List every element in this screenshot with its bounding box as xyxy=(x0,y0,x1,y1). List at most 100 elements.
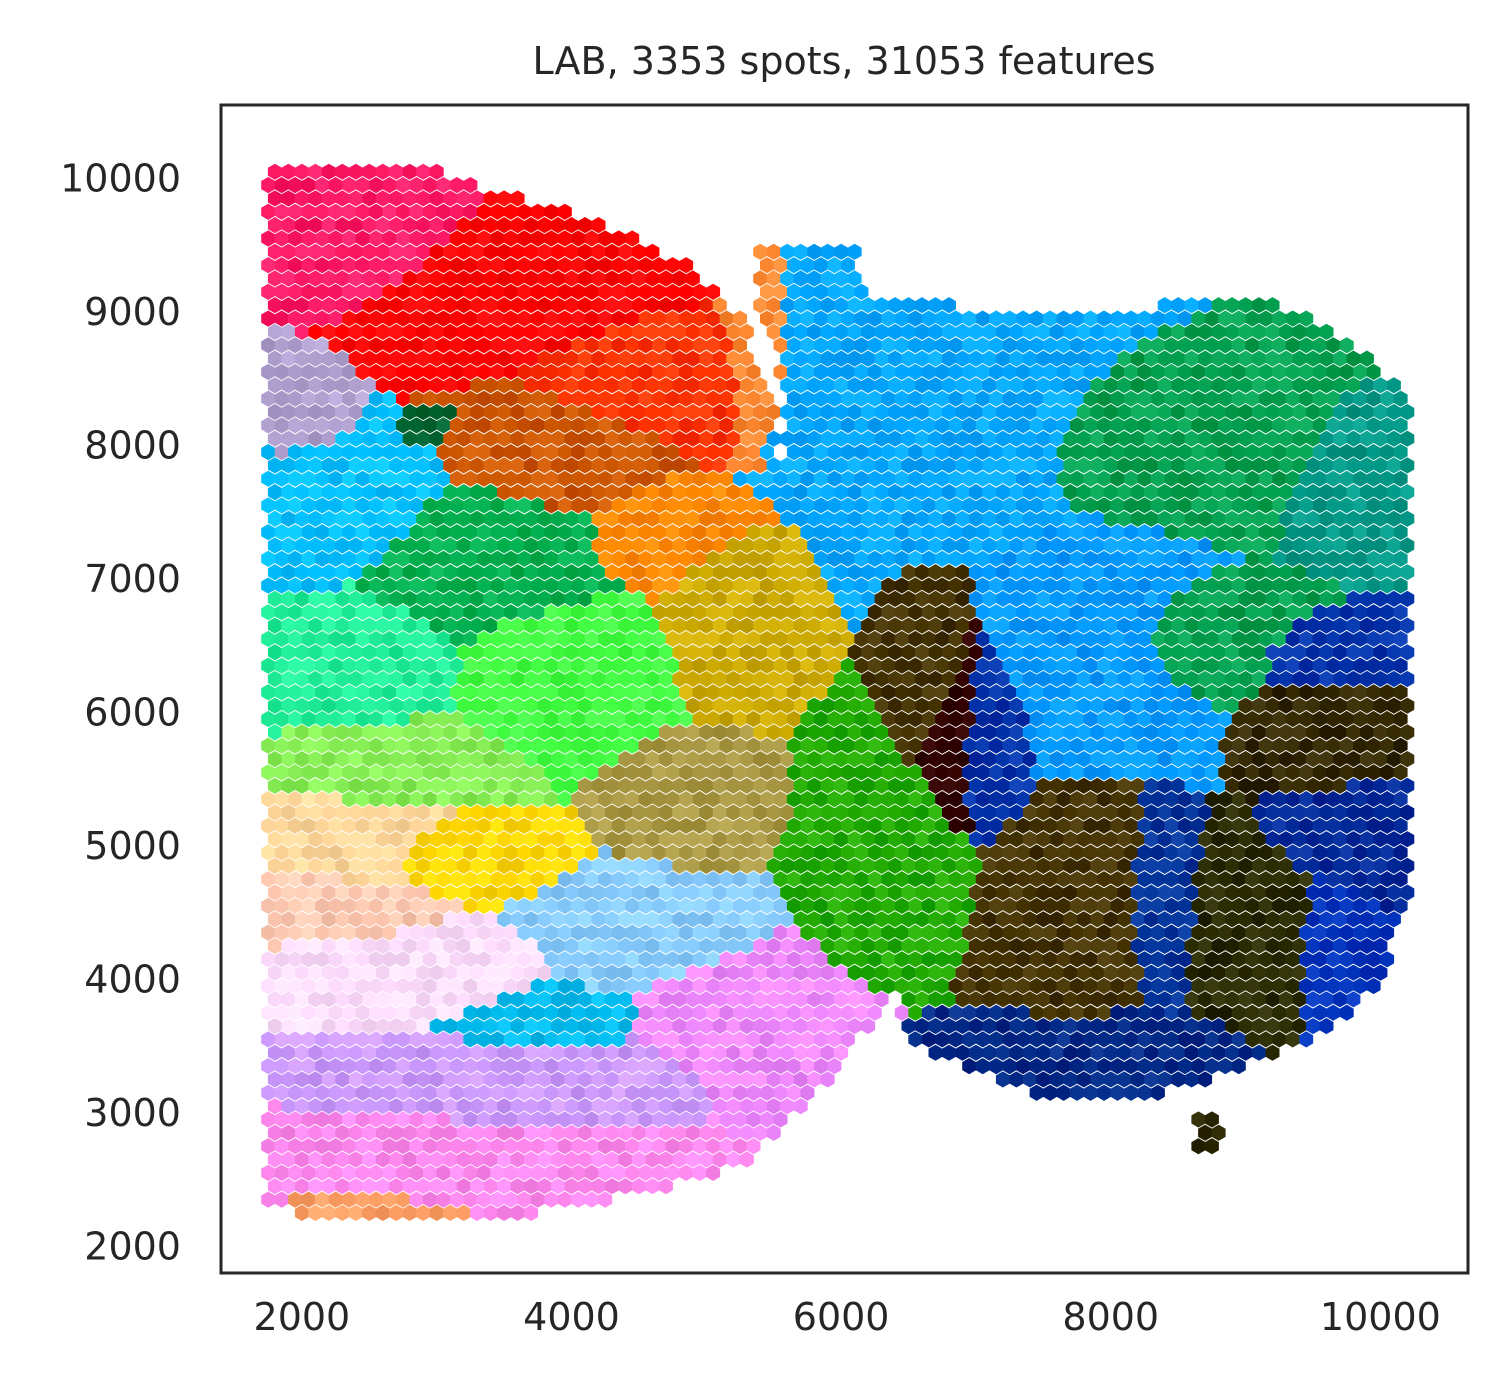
spot xyxy=(753,484,768,501)
spot xyxy=(369,1031,383,1048)
spot xyxy=(679,337,694,354)
spot xyxy=(1117,457,1132,474)
spot xyxy=(1110,470,1125,487)
spot xyxy=(1164,390,1179,407)
spot xyxy=(1009,1018,1024,1035)
spot xyxy=(483,697,498,714)
spot xyxy=(645,911,660,928)
spot xyxy=(800,524,815,541)
spot xyxy=(618,350,633,367)
spot xyxy=(1016,630,1031,647)
spot xyxy=(578,510,592,527)
spot xyxy=(1076,590,1091,607)
spot xyxy=(995,457,1010,474)
spot xyxy=(416,911,431,928)
spot xyxy=(537,617,552,634)
spot xyxy=(389,590,404,607)
spot xyxy=(598,1004,613,1021)
spot xyxy=(827,871,842,888)
spot xyxy=(948,977,963,995)
spot xyxy=(557,630,572,647)
spot xyxy=(396,230,410,247)
spot xyxy=(274,924,289,941)
spot xyxy=(1049,697,1064,714)
spot xyxy=(1339,497,1354,514)
spot xyxy=(1076,751,1091,768)
spot xyxy=(807,430,822,447)
spot xyxy=(1164,871,1179,888)
spot xyxy=(1049,804,1064,821)
spot xyxy=(281,937,296,954)
spot xyxy=(800,951,815,968)
spot xyxy=(1380,897,1395,914)
spot xyxy=(1346,537,1361,554)
spot xyxy=(908,897,923,914)
spot xyxy=(1103,323,1118,340)
spot xyxy=(355,470,370,487)
spot xyxy=(288,177,303,194)
spot xyxy=(1238,1018,1253,1035)
spot xyxy=(551,430,565,447)
spot xyxy=(611,550,626,567)
spot xyxy=(456,644,471,661)
spot xyxy=(1184,670,1199,688)
spot xyxy=(308,777,323,794)
spot xyxy=(490,363,505,381)
spot xyxy=(1076,697,1091,714)
spot xyxy=(429,1018,444,1035)
spot xyxy=(712,670,727,688)
spot xyxy=(524,937,539,954)
spot xyxy=(685,510,700,527)
spot xyxy=(348,670,363,688)
spot xyxy=(1339,764,1354,781)
spot xyxy=(968,670,983,688)
spot xyxy=(456,430,471,447)
spot xyxy=(449,817,464,834)
spot xyxy=(726,884,741,901)
spot xyxy=(867,550,882,567)
spot xyxy=(948,604,963,621)
spot xyxy=(429,457,444,474)
spot xyxy=(625,257,640,274)
spot xyxy=(968,884,983,901)
spot xyxy=(611,230,626,247)
spot xyxy=(753,964,768,981)
spot xyxy=(1245,630,1260,647)
spot xyxy=(510,777,525,794)
spot xyxy=(362,644,377,661)
spot xyxy=(915,457,929,474)
spot xyxy=(396,577,410,594)
spot xyxy=(1022,857,1037,874)
spot xyxy=(1386,884,1401,901)
spot xyxy=(564,831,579,848)
spot xyxy=(517,310,532,327)
spot xyxy=(658,297,673,314)
spot xyxy=(807,350,822,367)
spot xyxy=(800,737,815,754)
spot xyxy=(1002,710,1017,728)
spot xyxy=(342,497,357,514)
spot xyxy=(928,751,943,768)
spot xyxy=(1070,604,1085,621)
spot xyxy=(1265,1018,1280,1035)
spot xyxy=(1016,924,1031,941)
spot xyxy=(827,951,842,968)
spot xyxy=(1124,390,1138,407)
spot xyxy=(1049,377,1064,394)
spot xyxy=(470,350,485,367)
spot xyxy=(847,1018,862,1035)
spot xyxy=(1164,444,1179,461)
spot xyxy=(834,564,849,581)
spot xyxy=(1137,310,1152,327)
spot xyxy=(854,657,869,674)
spot xyxy=(564,510,579,527)
spot xyxy=(537,270,552,287)
spot xyxy=(1022,564,1037,581)
spot xyxy=(429,617,444,634)
spot xyxy=(530,924,545,941)
spot xyxy=(1144,644,1159,661)
spot xyxy=(294,430,309,447)
spot xyxy=(1366,844,1381,861)
spot xyxy=(672,537,687,554)
spot xyxy=(1171,457,1186,474)
